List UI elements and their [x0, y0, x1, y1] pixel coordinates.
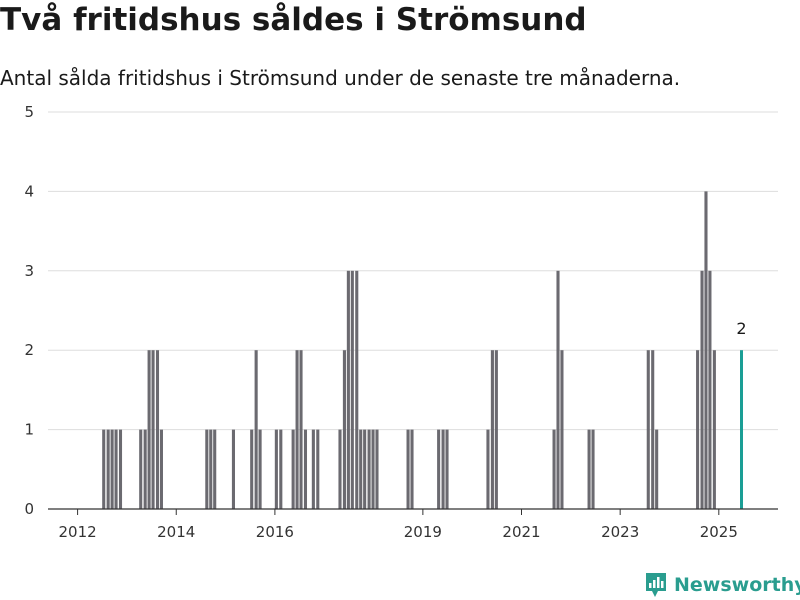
bar: [363, 429, 367, 509]
bar: [355, 270, 359, 509]
bar: [375, 429, 379, 509]
bar: [591, 429, 595, 509]
bar: [213, 429, 217, 509]
bar: [486, 429, 490, 509]
bar: [350, 270, 354, 509]
bar: [110, 429, 114, 509]
y-tick-label: 5: [24, 103, 34, 121]
x-axis-labels: 2012 2014 2016 2019 2021 2023 2025: [59, 523, 738, 541]
y-tick-label: 1: [24, 421, 34, 439]
bar: [338, 429, 342, 509]
bar: [704, 191, 708, 509]
y-axis-labels: 0 1 2 3 4 5: [24, 103, 34, 518]
bar: [712, 350, 716, 509]
bar: [274, 429, 278, 509]
bar: [494, 350, 498, 509]
bar: [250, 429, 254, 509]
bar: [311, 429, 315, 509]
highlight-bar: [740, 350, 743, 509]
bar: [441, 429, 445, 509]
bar: [316, 429, 320, 509]
bar: [651, 350, 655, 509]
bar: [102, 429, 106, 509]
bar: [552, 429, 556, 509]
bar: [655, 429, 659, 509]
bar: [410, 429, 414, 509]
bar: [254, 350, 258, 509]
bar: [406, 429, 410, 509]
newsworthy-icon: [646, 573, 666, 597]
bar-series: [102, 191, 743, 509]
bar: [696, 350, 700, 509]
bar: [279, 429, 283, 509]
bar: [359, 429, 363, 509]
bar: [303, 429, 308, 509]
bar: [143, 429, 147, 509]
bar: [299, 350, 303, 509]
x-tick-label: 2019: [404, 523, 442, 541]
bar: [587, 429, 591, 509]
bar: [646, 350, 650, 509]
x-tick-label: 2012: [59, 523, 97, 541]
y-tick-label: 2: [24, 341, 34, 359]
bar: [231, 429, 235, 509]
bar: [147, 350, 151, 509]
annotations: 2: [736, 319, 746, 338]
bar: [258, 429, 262, 509]
bar: [151, 350, 155, 509]
bar: [708, 270, 712, 509]
x-tick-label: 2025: [700, 523, 738, 541]
x-tick-label: 2016: [256, 523, 294, 541]
bar: [209, 429, 213, 509]
bar: [437, 429, 441, 509]
y-tick-label: 3: [24, 262, 34, 280]
bar: [155, 350, 160, 509]
y-tick-label: 4: [24, 182, 34, 200]
newsworthy-logo[interactable]: Newsworthy: [644, 570, 800, 600]
x-tick-label: 2021: [502, 523, 540, 541]
y-tick-label: 0: [24, 500, 34, 518]
bar: [371, 429, 375, 509]
chart-subtitle: Antal sålda fritidshus i Strömsund under…: [0, 66, 681, 90]
x-tick-label: 2023: [601, 523, 639, 541]
x-tick-label: 2014: [157, 523, 195, 541]
bar: [346, 270, 350, 509]
chart-title: Två fritidshus såldes i Strömsund: [0, 2, 587, 38]
x-axis: [48, 508, 778, 515]
bar: [556, 270, 560, 509]
bar: [700, 270, 704, 509]
bar: [106, 429, 110, 509]
bar: [159, 429, 163, 509]
brand-name: Newsworthy: [674, 574, 800, 596]
bar: [367, 429, 371, 509]
bar: [114, 429, 118, 509]
data-label: 2: [736, 319, 746, 338]
bar: [560, 350, 564, 509]
bar: [342, 350, 346, 509]
bar: [490, 350, 494, 509]
bar: [118, 429, 123, 509]
bar: [205, 429, 209, 509]
bar: [139, 429, 143, 509]
bar: [445, 429, 449, 509]
bar: [291, 429, 295, 509]
bar: [295, 350, 299, 509]
